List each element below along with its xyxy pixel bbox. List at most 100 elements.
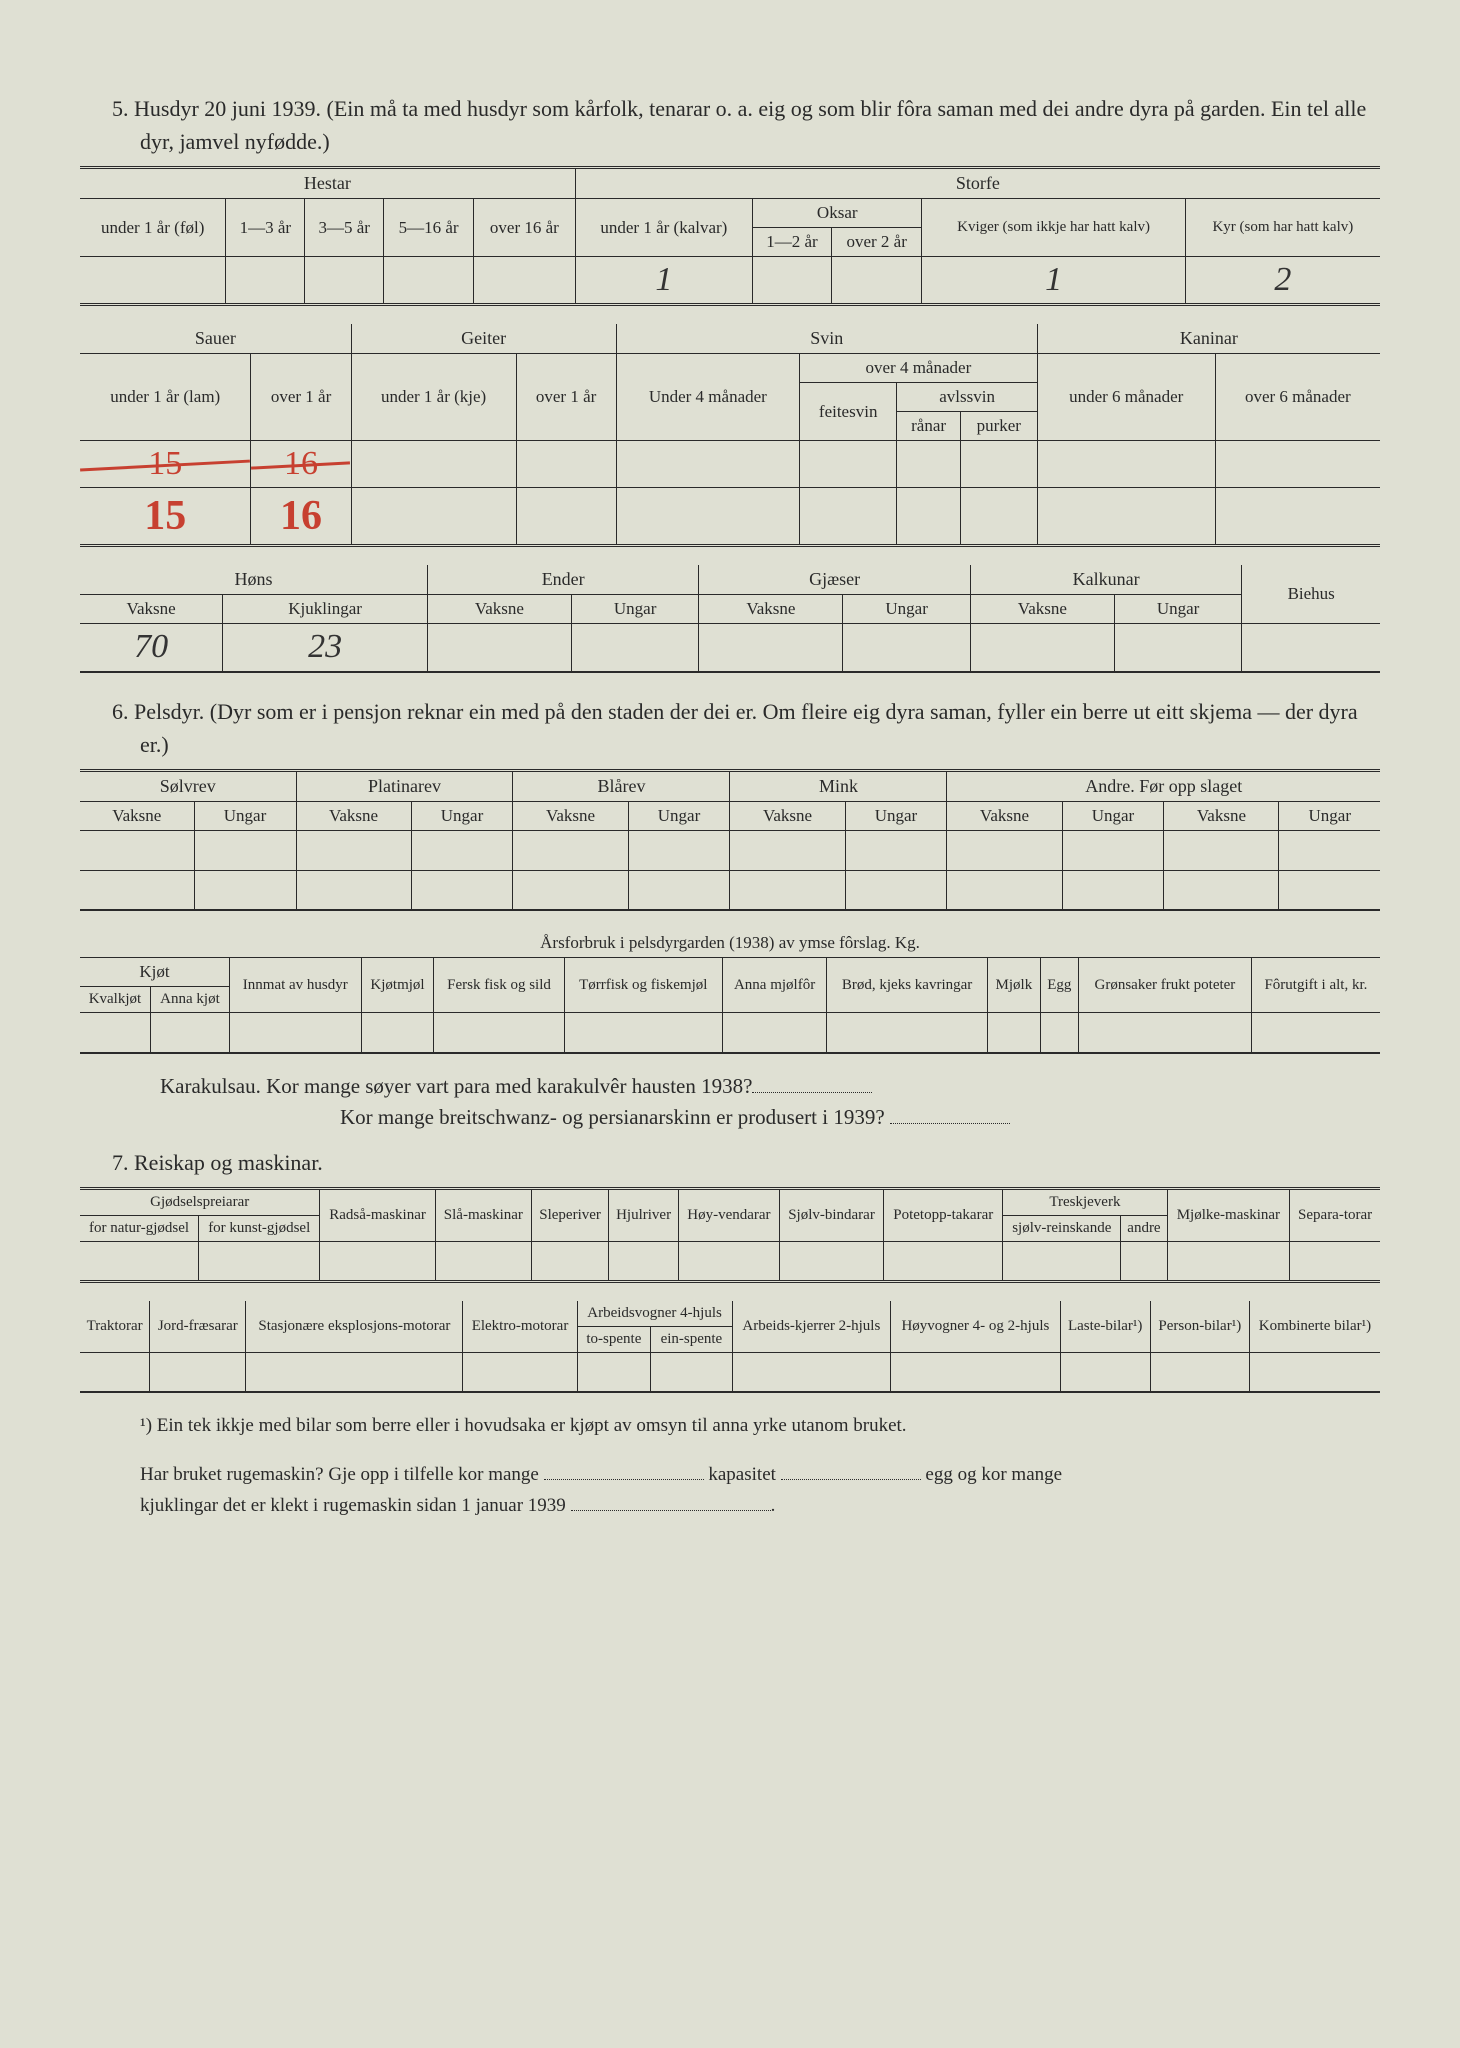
col-oksar-1-2: 1—2 år xyxy=(753,228,832,257)
c: Anna mjølfôr xyxy=(723,958,827,1013)
c: Person-bilar¹) xyxy=(1150,1301,1249,1353)
cell xyxy=(779,1241,883,1281)
cell xyxy=(434,1013,564,1053)
cell xyxy=(1062,830,1164,870)
cell xyxy=(516,441,616,488)
col-kalvar: under 1 år (kalvar) xyxy=(575,199,752,257)
cell xyxy=(628,830,730,870)
cell xyxy=(1040,1013,1078,1053)
c: Vaksne xyxy=(699,595,843,624)
sauer-h: Sauer xyxy=(80,324,351,354)
table-pelsdyr: Sølvrev Platinarev Blårev Mink Andre. Fø… xyxy=(80,769,1380,912)
col-over16: over 16 år xyxy=(474,199,576,257)
cell xyxy=(532,1241,609,1281)
c: Kombinerte bilar¹) xyxy=(1249,1301,1380,1353)
c: Ungar xyxy=(843,595,971,624)
platina-h: Platinarev xyxy=(296,770,513,801)
val-kyr: 2 xyxy=(1185,257,1380,305)
c: Vaksne xyxy=(80,801,194,830)
cell xyxy=(513,870,628,910)
c: Laste-bilar¹) xyxy=(1060,1301,1150,1353)
cell xyxy=(411,870,513,910)
c: Arbeids-kjerrer 2-hjuls xyxy=(732,1301,891,1353)
cell xyxy=(150,1013,229,1053)
cell xyxy=(827,1013,988,1053)
kalkunar-h: Kalkunar xyxy=(970,565,1241,595)
c: for natur-gjødsel xyxy=(80,1215,199,1241)
cell xyxy=(516,488,616,546)
c: Høyvogner 4- og 2-hjuls xyxy=(891,1301,1060,1353)
cell xyxy=(194,830,296,870)
section5-num: 5. xyxy=(112,96,129,121)
c: Ungar xyxy=(571,595,699,624)
cell xyxy=(411,830,513,870)
karakul-q1: Karakulsau. Kor mange søyer vart para me… xyxy=(160,1074,752,1098)
blank-line xyxy=(781,1461,921,1480)
c: Ungar xyxy=(194,801,296,830)
c: Ungar xyxy=(1062,801,1164,830)
section6-text: Pelsdyr. (Dyr som er i pensjon reknar ei… xyxy=(134,699,1358,757)
mink-h: Mink xyxy=(730,770,947,801)
c: Ungar xyxy=(628,801,730,830)
col-kje: under 1 år (kje) xyxy=(351,354,516,441)
cell xyxy=(246,1352,463,1392)
ender-h: Ender xyxy=(427,565,698,595)
gjaeser-h: Gjæser xyxy=(699,565,970,595)
val-hons-v: 70 xyxy=(80,624,223,672)
col-fol: under 1 år (føl) xyxy=(80,199,226,257)
cell xyxy=(384,257,474,305)
col-oksar-over2: over 2 år xyxy=(831,228,922,257)
c: Innmat av husdyr xyxy=(230,958,362,1013)
c: Ungar xyxy=(1114,595,1242,624)
cell xyxy=(296,870,411,910)
c: Sjølv-bindarar xyxy=(779,1188,883,1241)
cell xyxy=(577,1352,651,1392)
karakul-line2: Kor mange breitschwanz- og persianarskin… xyxy=(80,1103,1380,1130)
c: andre xyxy=(1121,1215,1167,1241)
section7-text: Reiskap og maskinar. xyxy=(134,1150,323,1175)
col-1-3: 1—3 år xyxy=(226,199,305,257)
cell xyxy=(1249,1352,1380,1392)
cell xyxy=(730,870,845,910)
val-kalvar: 1 xyxy=(575,257,752,305)
val-lam: 15 xyxy=(80,488,251,546)
cell xyxy=(1242,624,1380,672)
blank-line xyxy=(752,1072,872,1093)
cell xyxy=(947,830,1062,870)
c: Vaksne xyxy=(947,801,1062,830)
c: Mjølk xyxy=(988,958,1041,1013)
c: Jord-fræsarar xyxy=(150,1301,246,1353)
cell xyxy=(1062,870,1164,910)
cell xyxy=(571,624,699,672)
cell xyxy=(1150,1352,1249,1392)
cell xyxy=(1078,1013,1251,1053)
cell xyxy=(616,441,799,488)
c: Vaksne xyxy=(970,595,1114,624)
scanned-form-page: 5. Husdyr 20 juni 1939. (Ein må ta med h… xyxy=(0,0,1460,2048)
c: Høy-vendarar xyxy=(679,1188,780,1241)
biehus-h: Biehus xyxy=(1242,565,1380,624)
cell xyxy=(753,257,832,305)
cell xyxy=(80,830,194,870)
c: Vaksne xyxy=(513,801,628,830)
cell xyxy=(1114,624,1242,672)
col-geit-over1: over 1 år xyxy=(516,354,616,441)
col-svin-o4: over 4 månader xyxy=(799,354,1037,383)
cell xyxy=(960,441,1037,488)
cell xyxy=(891,1352,1060,1392)
col-3-5: 3—5 år xyxy=(305,199,384,257)
c: Vaksne xyxy=(296,801,411,830)
cell xyxy=(845,870,947,910)
col-avlssvin: avlssvin xyxy=(897,383,1037,412)
cell xyxy=(80,1241,199,1281)
solvrev-h: Sølvrev xyxy=(80,770,296,801)
cell xyxy=(960,488,1037,546)
col-kanin-o6: over 6 månader xyxy=(1215,354,1380,441)
storfe-header: Storfe xyxy=(575,168,1380,199)
col-purker: purker xyxy=(960,412,1037,441)
cell xyxy=(679,1241,780,1281)
cell xyxy=(1060,1352,1150,1392)
table-sauer-svin: Sauer Geiter Svin Kaninar under 1 år (la… xyxy=(80,324,1380,547)
cell xyxy=(1037,441,1215,488)
col-svin-u4: Under 4 månader xyxy=(616,354,799,441)
